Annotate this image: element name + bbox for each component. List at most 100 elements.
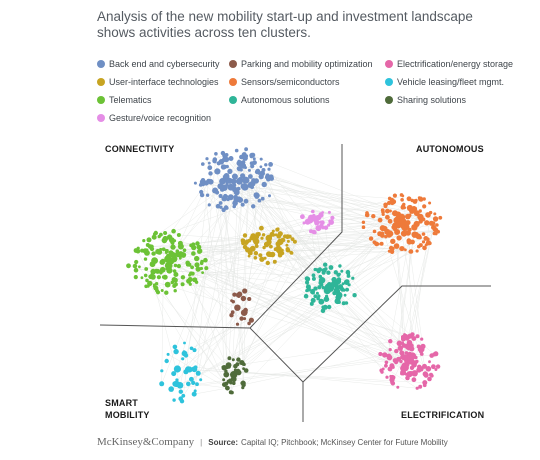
- network-link: [195, 367, 418, 389]
- network-node: [257, 198, 262, 203]
- network-node: [235, 322, 240, 326]
- network-node: [229, 313, 234, 318]
- network-node: [160, 369, 164, 373]
- network-link: [166, 161, 222, 240]
- network-node: [173, 263, 178, 268]
- network-node: [405, 375, 410, 381]
- network-node: [242, 363, 246, 366]
- network-node: [384, 363, 388, 368]
- network-link: [184, 353, 227, 384]
- network-link: [145, 250, 387, 363]
- network-node: [399, 218, 407, 226]
- legend-item: Sharing solutions: [385, 95, 466, 105]
- network-node: [232, 381, 236, 386]
- chart-title: Analysis of the new mobility start-up an…: [97, 9, 517, 41]
- legend-label: Back end and cybersecurity: [109, 59, 220, 69]
- network-node: [425, 240, 431, 246]
- network-node: [330, 215, 335, 220]
- network-node: [336, 277, 342, 282]
- network-node: [164, 248, 169, 253]
- network-node: [371, 214, 376, 219]
- network-node: [145, 243, 150, 247]
- network-node: [188, 273, 192, 277]
- network-node: [231, 300, 235, 304]
- network-node: [145, 278, 149, 283]
- network-node: [190, 271, 195, 276]
- network-node: [205, 157, 209, 161]
- network-node: [347, 283, 351, 287]
- network-node: [435, 364, 441, 369]
- footer-separator: |: [200, 437, 203, 447]
- network-link: [241, 169, 419, 237]
- network-node: [323, 262, 328, 267]
- network-node: [170, 244, 176, 250]
- network-node: [290, 237, 295, 242]
- network-node: [396, 235, 402, 241]
- network-node: [412, 206, 416, 210]
- network-node: [405, 213, 411, 220]
- network-link: [180, 289, 348, 386]
- network-node: [212, 189, 216, 193]
- network-node: [259, 173, 264, 178]
- network-node: [200, 178, 206, 183]
- network-node: [221, 196, 227, 202]
- network-node: [236, 160, 243, 167]
- network-node: [168, 386, 174, 392]
- network-link: [194, 387, 228, 395]
- network-node: [400, 198, 404, 202]
- network-node: [186, 278, 192, 284]
- network-link: [243, 338, 414, 365]
- network-node: [393, 243, 400, 249]
- network-node: [233, 194, 238, 200]
- network-node: [305, 280, 310, 285]
- network-node: [415, 359, 419, 364]
- network-node: [403, 206, 406, 210]
- network-link: [274, 249, 406, 262]
- network-node: [389, 249, 395, 254]
- network-node: [417, 213, 424, 221]
- network-node: [418, 209, 422, 213]
- legend-swatch: [385, 78, 393, 86]
- network-node: [173, 272, 179, 277]
- network-node: [218, 201, 223, 205]
- network-node: [242, 288, 248, 294]
- network-node: [422, 204, 427, 209]
- legend-item: Gesture/voice recognition: [97, 113, 211, 123]
- network-node: [259, 157, 263, 161]
- network-node: [227, 356, 232, 361]
- network-node: [183, 341, 186, 345]
- network-node: [305, 284, 311, 290]
- network-node: [247, 297, 252, 301]
- network-node: [280, 248, 284, 252]
- network-node: [172, 269, 177, 273]
- network-node: [232, 200, 238, 206]
- network-node: [133, 275, 138, 280]
- network-link: [189, 275, 228, 368]
- network-node: [263, 241, 270, 248]
- legend-swatch: [97, 78, 105, 86]
- network-node: [435, 223, 439, 227]
- network-node: [418, 366, 424, 372]
- network-link: [206, 158, 247, 371]
- network-node: [309, 229, 313, 234]
- legend-swatch: [385, 60, 393, 68]
- network-nodes: [126, 147, 443, 404]
- network-link: [154, 192, 218, 238]
- network-node: [418, 196, 424, 202]
- source-label: Source:: [208, 437, 239, 447]
- cluster-network-diagram: CONNECTIVITY AUTONOMOUS SMART MOBILITY E…: [99, 144, 491, 422]
- network-node: [164, 281, 171, 288]
- network-node: [185, 260, 190, 266]
- network-node: [191, 380, 196, 385]
- network-node: [181, 350, 188, 357]
- network-node: [315, 268, 319, 272]
- network-node: [182, 248, 187, 252]
- network-node: [422, 383, 427, 388]
- network-node: [343, 293, 347, 297]
- network-node: [133, 267, 139, 273]
- network-node: [201, 162, 205, 166]
- network-node: [390, 238, 396, 244]
- network-node: [411, 362, 417, 368]
- network-node: [368, 236, 374, 241]
- network-node: [253, 251, 259, 256]
